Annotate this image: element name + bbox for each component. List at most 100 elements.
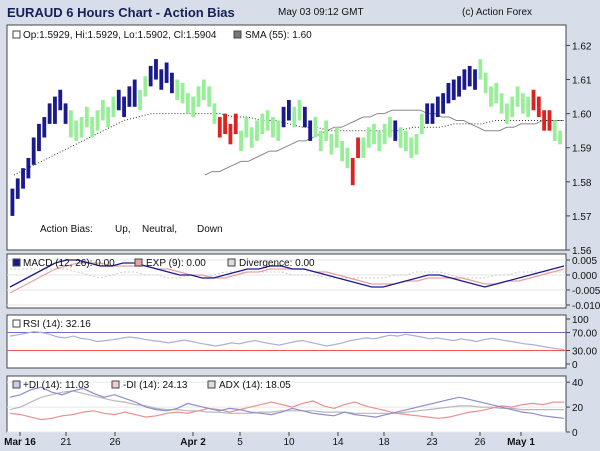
price-y-tick-label: 1.56	[572, 246, 592, 257]
price-bar	[217, 117, 222, 138]
x-tick-label: 26	[474, 437, 486, 448]
price-bar	[297, 100, 302, 121]
macd-y-tick-label: 0.000	[572, 271, 597, 282]
price-bar	[462, 69, 467, 90]
price-bar	[377, 130, 382, 152]
price-bar	[255, 120, 259, 141]
rsi-legend: RSI (14): 32.16	[23, 319, 91, 330]
price-y-tick-label: 1.60	[572, 110, 592, 121]
chart-title: EURAUD 6 Hours Chart - Action Bias	[7, 5, 235, 20]
x-tick-label: 18	[378, 437, 390, 448]
price-bar	[558, 130, 562, 145]
price-y-tick-label: 1.57	[572, 212, 592, 223]
price-bar	[324, 120, 329, 141]
price-bar	[329, 134, 334, 155]
price-bar	[467, 65, 472, 87]
bias-legend-neutral: Neutral,	[142, 224, 177, 235]
price-bar	[53, 96, 57, 124]
price-bar	[26, 157, 31, 179]
price-bar	[191, 96, 196, 118]
x-tick-label: 14	[332, 437, 344, 448]
sma-legend-swatch	[233, 30, 242, 39]
price-bar	[271, 117, 275, 138]
price-bar	[382, 123, 387, 145]
price-bar	[372, 123, 376, 145]
price-bars	[10, 59, 562, 216]
price-bar	[63, 103, 68, 124]
price-bar	[547, 110, 552, 131]
divergence-line	[10, 268, 564, 279]
divergence-legend-swatch	[227, 258, 236, 267]
price-bar	[526, 96, 531, 118]
price-bar	[42, 117, 47, 138]
dmi-y-tick-label: 0	[572, 428, 578, 439]
x-tick-label: May 1	[507, 437, 535, 448]
price-bar	[318, 130, 323, 152]
exp-line	[9, 262, 565, 294]
ohlc-legend: Op:1.5929, Hi:1.5929, Lo:1.5902, Cl:1.59…	[23, 30, 217, 41]
price-bar	[249, 127, 254, 148]
price-bar	[483, 72, 488, 94]
price-bar	[21, 168, 25, 189]
bias-legend-label: Action Bias:	[40, 224, 93, 235]
macd-y-axis: 0.005 0.000 -0.005 -0.010	[566, 256, 600, 312]
price-bar	[552, 120, 557, 141]
price-bar	[212, 103, 217, 124]
price-bar	[499, 93, 504, 114]
bias-legend-down: Down	[197, 224, 223, 235]
price-bar	[510, 96, 515, 118]
price-y-axis: 1.62 1.61 1.60 1.59 1.58 1.57 1.56	[566, 41, 592, 257]
sma-line	[204, 109, 564, 176]
price-bar	[159, 69, 164, 90]
rsi-y-axis: 100 70.00 30.00 0	[566, 315, 597, 371]
exp-legend-swatch	[134, 258, 143, 267]
price-bar	[201, 79, 206, 100]
price-bar	[398, 127, 403, 148]
price-bar	[366, 127, 371, 148]
price-bar	[185, 93, 190, 114]
price-y-tick-label: 1.61	[572, 76, 592, 87]
dmi-y-tick-label: 20	[572, 403, 584, 414]
plus-di-legend: +DI (14): 11.03	[23, 380, 90, 391]
price-bar	[419, 113, 424, 135]
price-bar	[180, 82, 185, 104]
price-bar	[143, 76, 148, 97]
price-bar	[228, 123, 233, 145]
bias-legend-up: Up,	[115, 224, 131, 235]
price-bar	[223, 113, 228, 135]
price-bar	[233, 113, 238, 135]
price-bar	[505, 103, 509, 124]
price-bar	[116, 89, 121, 111]
price-bar	[74, 120, 79, 141]
price-bar	[79, 117, 84, 138]
x-tick-label: 23	[426, 437, 438, 448]
chart-copyright: (c) Action Forex	[462, 7, 533, 18]
price-bar	[350, 157, 355, 186]
price-bar	[58, 89, 63, 111]
rsi-y-tick-label: 30.00	[572, 347, 597, 358]
macd-y-tick-label: 0.005	[572, 256, 597, 267]
price-bar	[313, 117, 318, 138]
price-bar	[100, 100, 105, 121]
price-bar	[536, 96, 541, 118]
plus-di-legend-swatch	[12, 380, 21, 389]
price-bar	[388, 117, 392, 138]
price-bar	[515, 86, 520, 107]
price-bar	[148, 65, 153, 87]
price-bar	[409, 137, 414, 158]
price-bar	[308, 120, 313, 141]
price-bar	[345, 147, 350, 169]
price-bar	[334, 127, 339, 148]
price-bar	[154, 59, 158, 80]
dmi-panel: 40 20 0 +DI (14): 11.03 -DI (14): 24.13 AD…	[6, 375, 584, 439]
price-bar	[302, 106, 307, 128]
price-bar	[127, 86, 132, 107]
macd-legend-swatch	[12, 258, 21, 267]
price-bar	[164, 62, 169, 83]
price-bar	[265, 110, 270, 131]
adx-legend: ADX (14): 18.05	[219, 380, 291, 391]
minus-di-legend: -DI (14): 24.13	[123, 380, 188, 391]
price-bar	[31, 137, 36, 165]
price-bar	[95, 110, 100, 131]
